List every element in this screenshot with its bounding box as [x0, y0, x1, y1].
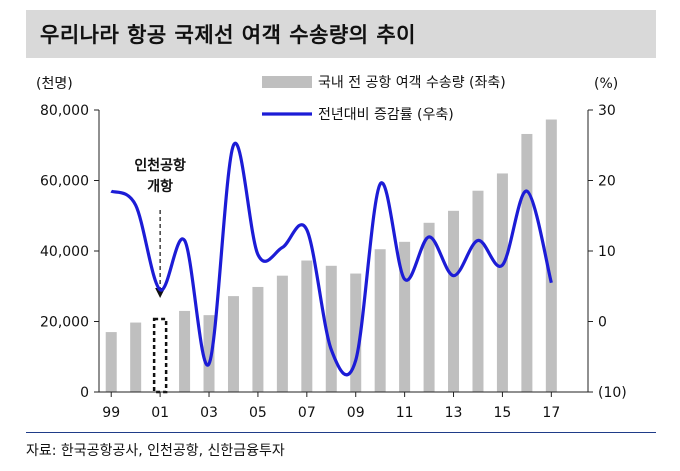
x-tick-label: 15	[494, 405, 512, 421]
bar	[448, 210, 460, 392]
bar	[350, 273, 362, 392]
right-tick-label: 30	[598, 103, 616, 119]
left-tick-label: 0	[80, 385, 89, 401]
left-tick-label: 80,000	[40, 103, 89, 119]
source-rule	[26, 432, 656, 433]
x-tick-label: 99	[102, 405, 120, 421]
legend-bar-label: 국내 전 공항 여객 수송량 (좌축)	[318, 75, 506, 91]
right-axis-unit: (%)	[594, 76, 618, 92]
legend-line-label: 전년대비 증감률 (우축)	[318, 107, 454, 123]
bar	[496, 173, 508, 392]
right-tick-label: 10	[598, 244, 616, 260]
annotation-line1: 인천공항	[134, 157, 186, 174]
bar	[521, 133, 533, 392]
right-tick-label: (10)	[598, 385, 627, 401]
bar	[399, 241, 411, 392]
left-tick-label: 20,000	[40, 315, 89, 331]
legend-bar-swatch	[262, 76, 312, 88]
bar	[276, 275, 288, 392]
annotation-line2: 개항	[147, 178, 173, 195]
x-tick-label: 11	[396, 405, 414, 421]
left-axis-unit: (천명)	[36, 76, 73, 92]
x-tick-label: 05	[249, 405, 267, 421]
axes: 020,00040,00060,00080,000(천명)(10)0102030…	[36, 76, 627, 421]
chart-title: 우리나라 항공 국제선 여객 수송량의 추이	[40, 23, 416, 47]
growth-rate-line	[110, 141, 553, 377]
bar	[179, 310, 191, 392]
x-tick-label: 17	[542, 405, 560, 421]
legend: 국내 전 공항 여객 수송량 (좌축) 전년대비 증감률 (우축)	[262, 75, 506, 123]
bar-series	[105, 119, 557, 394]
right-tick-label: 0	[598, 315, 607, 331]
right-tick-label: 20	[598, 174, 616, 190]
bar	[472, 190, 484, 392]
bar	[301, 260, 313, 392]
x-tick-label: 13	[445, 405, 463, 421]
left-tick-label: 60,000	[40, 174, 89, 190]
bar	[325, 265, 337, 392]
bar	[545, 119, 557, 392]
line-series	[110, 141, 553, 377]
bar	[423, 222, 435, 392]
x-tick-label: 07	[298, 405, 316, 421]
bar	[105, 332, 117, 392]
x-tick-label: 03	[200, 405, 218, 421]
x-tick-label: 09	[347, 405, 365, 421]
bar	[374, 249, 386, 392]
bar	[252, 286, 264, 392]
bar	[130, 322, 142, 392]
bar	[203, 315, 215, 392]
x-tick-label: 01	[151, 405, 169, 421]
title-bar: 우리나라 항공 국제선 여객 수송량의 추이	[26, 10, 656, 58]
bar-highlighted	[152, 317, 168, 394]
bar	[227, 296, 239, 392]
left-tick-label: 40,000	[40, 244, 89, 260]
source-note: 자료: 한국공항공사, 인천공항, 신한금융투자	[26, 443, 285, 459]
